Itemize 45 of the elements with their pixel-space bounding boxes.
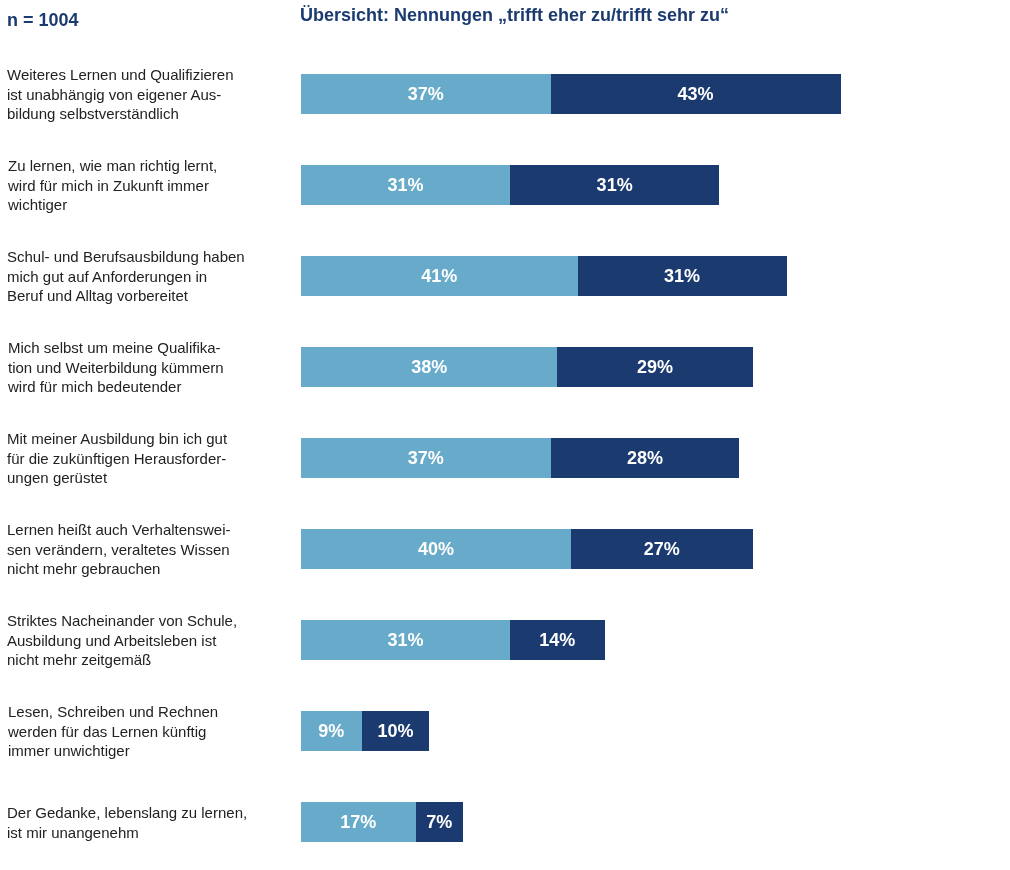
data-label: 9% [318, 721, 345, 742]
bar [570, 529, 753, 570]
bar [550, 73, 841, 114]
y-tick-label: Lernen heißt auch Verhaltenswei- sen verändern, veraltetes Wissen nicht mehr gebrauchen [7, 521, 231, 577]
data-label: 29% [637, 356, 674, 377]
bar [510, 620, 605, 661]
bar [577, 255, 787, 296]
data-label: 40% [417, 539, 454, 560]
y-tick-label: Zu lernen, wie man richtig lernt, wird für mich in Zukunft immer wichtiger [7, 157, 218, 213]
data-label: 38% [411, 356, 448, 377]
bar [557, 346, 753, 387]
y-tick-label: Schul- und Berufsausbildung haben mich gut auf Anforderungen in Beruf und Alltag vorbereitet [7, 248, 245, 304]
data-label: 31% [664, 265, 701, 286]
data-label: 31% [596, 174, 633, 195]
bar [301, 73, 551, 114]
data-label: 17% [340, 812, 377, 833]
data-label: 37% [407, 83, 444, 104]
bar [301, 437, 551, 479]
data-label: 28% [626, 448, 664, 468]
data-label: 10% [377, 721, 414, 742]
bar [301, 711, 362, 752]
data-label: 41% [421, 265, 458, 286]
data-label: 43% [677, 83, 714, 104]
bar [510, 164, 720, 205]
y-tick-label: Striktes Nacheinander von Schule, Ausbildung und Arbeitsleben ist nicht mehr zeitgemäß [7, 612, 238, 668]
y-tick-label: Der Gedanke, lebenslang zu lernen, ist mir unangenehm [7, 804, 248, 841]
bar [550, 437, 740, 479]
data-label: 37% [407, 448, 444, 468]
data-label: 14% [539, 630, 576, 651]
y-tick-label: Lesen, Schreiben und Rechnen werden für das Lernen künftig immer unwichtiger [7, 703, 219, 759]
y-tick-label: Weiteres Lernen und Qualifizieren ist unabhängig von eigener Aus- bildung selbstverständlich [7, 66, 234, 122]
data-label: 7% [426, 812, 453, 833]
y-tick-label: Mit meiner Ausbildung bin ich gut für die zukünftigen Herausforder- ungen gerüstet [7, 430, 228, 486]
bar [301, 346, 558, 387]
data-label: 27% [643, 539, 680, 560]
bar [301, 802, 416, 843]
y-tick-label: Mich selbst um meine Qualifika- tion und Weiterbildung kümmern wird für mich bedeutender [7, 339, 224, 395]
bar [301, 164, 511, 205]
bar [301, 255, 578, 296]
chart-title: Übersicht: Nennungen „trifft eher zu/trifft sehr zu“ [300, 4, 730, 25]
bar [301, 620, 511, 661]
text: n = 1004 [7, 10, 79, 30]
bar [301, 529, 571, 570]
data-label: 31% [387, 174, 424, 195]
data-label: 31% [387, 630, 424, 651]
